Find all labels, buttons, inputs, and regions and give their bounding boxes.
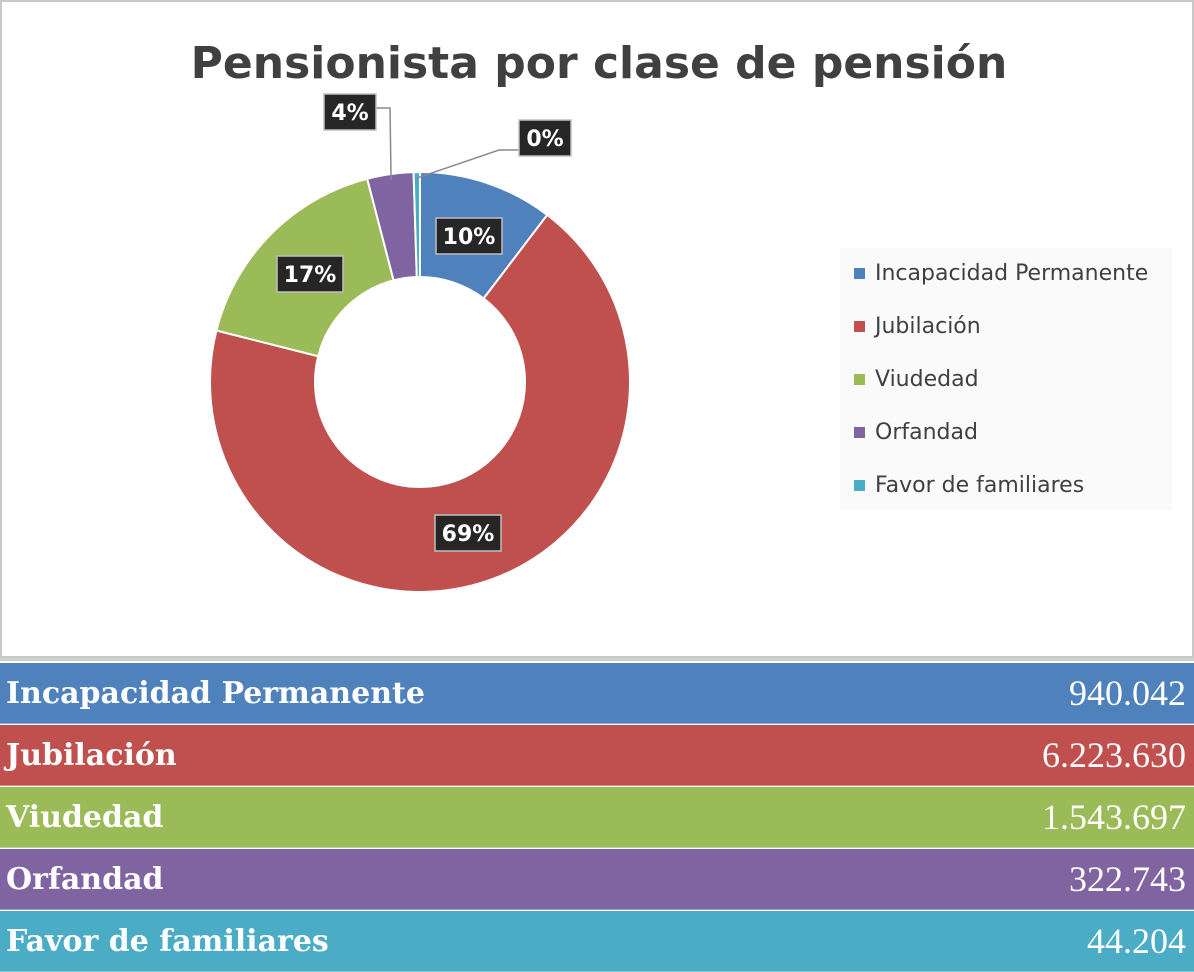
table-row-orfandad: Orfandad 322.743 [0,849,1194,910]
donut-chart: 10% 69% 17% 4% 0% [209,93,631,593]
legend-swatch-incapacidad-permanente [854,267,865,279]
legend-label-viudedad: Viudedad [875,366,979,392]
data-label-favor-de-familiares: 0% [526,127,563,152]
chart-title: Pensionista por clase de pensión [190,38,1008,89]
row-label-jubilacion: Jubilación [6,737,177,773]
data-label-box-orfandad [323,93,377,131]
legend-label-favor-de-familiares: Favor de familiares [875,472,1085,498]
legend-swatch-favor-de-familiares [854,479,865,491]
legend-item-viudedad: Viudedad [854,364,979,394]
row-label-favor-de-familiares: Favor de familiares [6,923,329,959]
legend-item-jubilacion: Jubilación [854,311,981,341]
legend-label-incapacidad-permanente: Incapacidad Permanente [875,260,1149,286]
data-label-viudedad: 17% [284,263,337,288]
row-value-favor-de-familiares: 44.204 [1087,921,1186,961]
row-label-orfandad: Orfandad [6,861,164,897]
chart-panel: Pensionista por clase de pensión 10% 69% 1… [0,0,1194,658]
row-value-jubilacion: 6.223.630 [1042,735,1186,775]
table-row-incapacidad-permanente: Incapacidad Permanente 940.042 [0,663,1194,724]
table-row-viudedad: Viudedad 1.543.697 [0,787,1194,848]
callout-line-orfandad [376,107,392,181]
data-label-box-incapacidad-permanente [435,217,503,255]
data-table: Incapacidad Permanente 940.042 Jubilación 6… [0,658,1194,972]
row-value-incapacidad-permanente: 940.042 [1069,673,1186,713]
legend-swatch-viudedad [854,373,865,385]
data-label-box-viudedad [276,255,344,293]
row-label-incapacidad-permanente: Incapacidad Permanente [6,675,425,711]
row-value-viudedad: 1.543.697 [1042,797,1186,837]
legend-item-incapacidad-permanente: Incapacidad Permanente [854,258,1148,288]
table-row-favor-de-familiares: Favor de familiares 44.204 [0,911,1194,972]
data-label-orfandad: 4% [331,101,368,126]
legend-item-orfandad: Orfandad [854,417,978,447]
data-label-incapacidad-permanente: 10% [443,225,496,250]
legend-swatch-orfandad [854,426,865,438]
row-label-viudedad: Viudedad [6,799,164,835]
data-label-box-jubilacion [434,514,502,552]
callout-line-favor-de-familiares [416,149,519,179]
data-label-jubilacion: 69% [442,522,495,547]
legend: Incapacidad Permanente Jubilación Viudedad… [840,248,1172,510]
slice-jubilacion [209,213,631,593]
legend-label-orfandad: Orfandad [875,419,978,445]
data-label-box-favor-de-familiares [518,119,572,157]
row-value-orfandad: 322.743 [1069,859,1186,899]
slice-favor-de-familiares [412,170,421,279]
table-row-jubilacion: Jubilación 6.223.630 [0,725,1194,786]
legend-label-jubilacion: Jubilación [875,313,981,339]
legend-swatch-jubilacion [854,320,865,332]
legend-item-favor-de-familiares: Favor de familiares [854,470,1084,500]
